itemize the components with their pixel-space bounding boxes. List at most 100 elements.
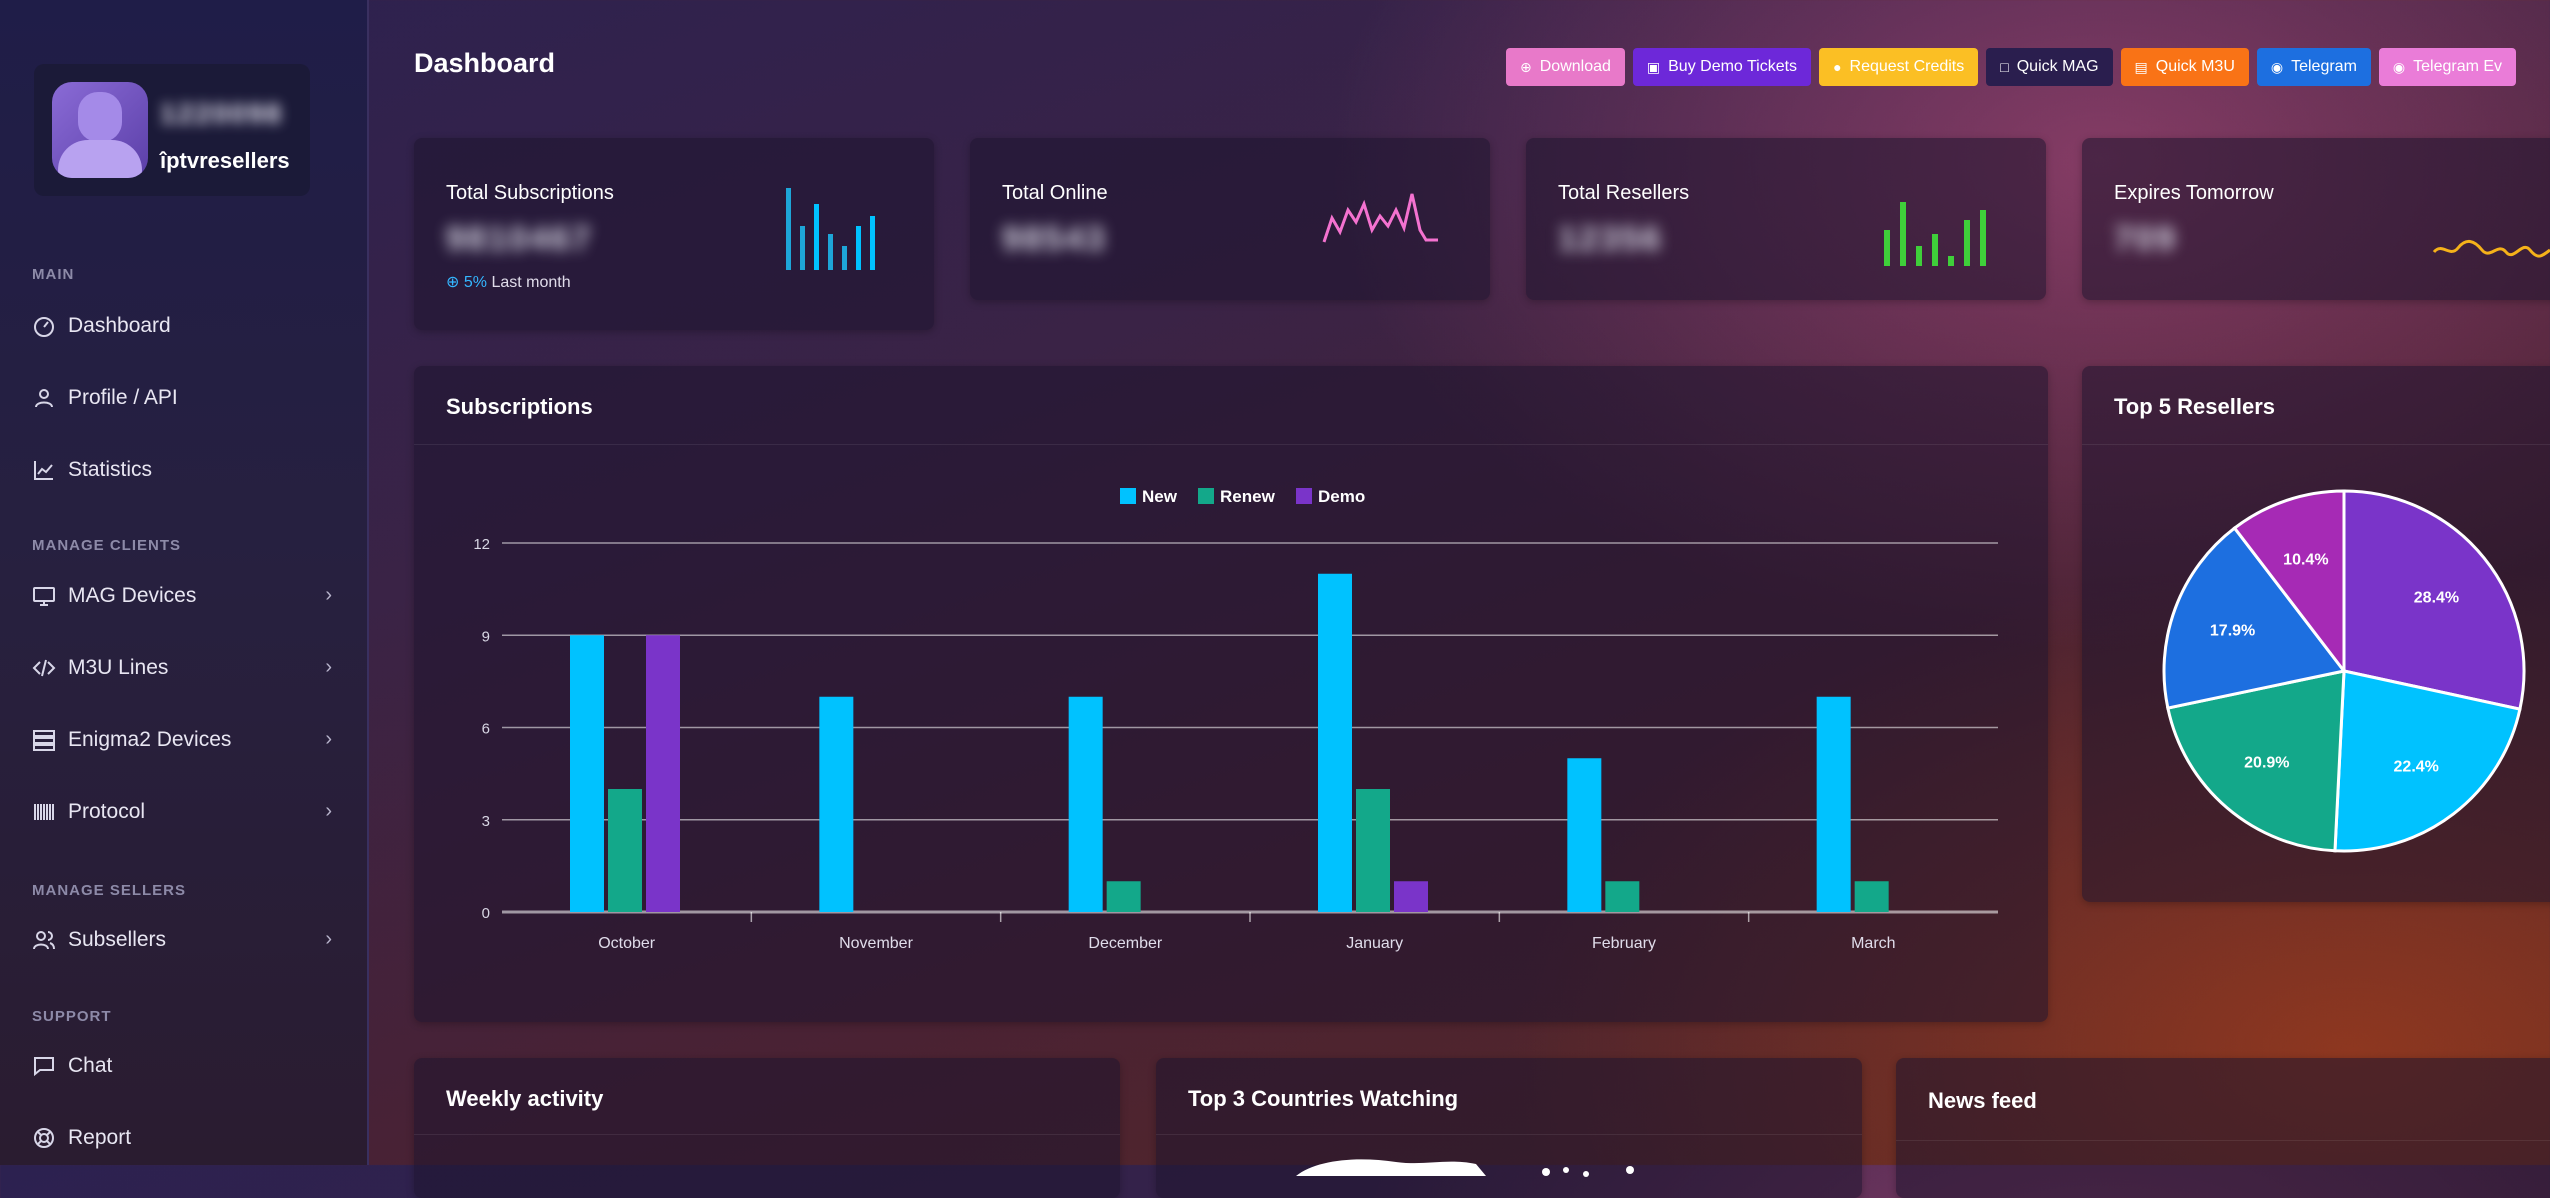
ticket-icon: ▣ [1646,58,1661,75]
chevron-right-icon: › [325,728,332,750]
coins-icon: ● [1833,59,1842,75]
sidebar-item-label: M3U Lines [68,656,169,679]
chart-line-icon [34,461,53,480]
sidebar-item-statistics[interactable]: Statistics [32,450,332,490]
spark-line [2432,240,2550,258]
divider [414,444,2048,445]
chevron-right-icon: › [325,656,332,678]
bar [819,696,854,912]
spark-bar [1948,256,1954,266]
chevron-right-icon: › [325,584,332,606]
x-tick-label: February [1592,935,1656,952]
stat-title: Total Resellers [1558,182,1690,204]
sidebar-item-m3u-lines[interactable]: M3U Lines › [32,648,332,688]
divider [414,1134,1120,1135]
subscriptions-card: Subscriptions 0 3 6 9 12 New Renew Demo October N… [414,366,2048,1022]
sidebar-item-report[interactable]: Report [32,1118,332,1158]
sidebar-item-enigma2-devices[interactable]: Enigma2 Devices › [32,720,332,760]
users-icon [33,931,55,950]
quick-m3u-button[interactable]: ▤ Quick M3U [2120,48,2249,86]
chevron-right-icon: › [325,800,332,822]
spark-bar [1900,202,1906,266]
quick-mag-button[interactable]: □ Quick MAG [1986,48,2113,86]
stat-value: 9810467 [446,220,593,258]
spark-bar [842,246,847,270]
section-main: MAIN [32,266,75,283]
pie-label: 22.4% [2394,758,2439,775]
stat-title: Total Subscriptions [446,182,614,204]
spark-bar [1932,234,1938,266]
spark-bar [856,226,861,270]
y-tick-label: 0 [482,905,490,922]
subscriptions-sparkline [786,188,875,270]
stat-value: 98543 [1002,220,1107,258]
top-resellers-card: Top 5 Resellers 28.4% 22.4% 20.9% 17.9% 10.4… [2082,366,2550,902]
x-tick-label: January [1346,935,1403,952]
section-manage-clients: MANAGE CLIENTS [32,537,181,554]
bar [646,635,680,912]
bar [608,789,642,912]
sidebar-item-label: Statistics [68,458,153,481]
bar [1356,789,1390,912]
spark-line [1322,193,1438,243]
spark-bar [1980,210,1986,266]
legend-label: Demo [1318,487,1365,506]
pie-slice [2333,669,2522,853]
tv-icon: □ [2000,59,2009,75]
telegram-events-button[interactable]: ◉ Telegram Ev [2378,48,2517,86]
weekly-activity-card: Weekly activity [414,1058,1120,1198]
sidebar-item-label: Dashboard [68,314,171,337]
card-title: News feed [1928,1088,2037,1113]
top-resellers-pie-chart: 28.4% 22.4% 20.9% 17.9% 10.4% [2162,489,2526,853]
stat-value: 12356 [1558,220,1663,258]
stat-change-label: Last month [491,274,571,291]
divider [1896,1140,2550,1141]
spark-bar [1916,246,1922,266]
sidebar-item-profile-api[interactable]: Profile / API [32,378,332,418]
card-title: Top 3 Countries Watching [1188,1086,1459,1111]
chevron-right-icon: › [325,928,332,950]
sidebar-item-mag-devices[interactable]: MAG Devices › [32,576,332,616]
card-title: Subscriptions [446,394,593,419]
sidebar-item-protocol[interactable]: Protocol › [32,792,332,832]
sidebar-item-label: Profile / API [68,386,178,409]
stat-card-total-resellers: Total Resellers 12356 [1526,138,2046,300]
bar [1318,573,1352,912]
request-credits-button[interactable]: ● Request Credits [1819,48,1979,86]
stat-card-expires-tomorrow: Expires Tomorrow 709 [2082,138,2550,300]
buy-demo-tickets-button[interactable]: ▣ Buy Demo Tickets [1632,48,1812,86]
sidebar-item-chat[interactable]: Chat [32,1046,332,1086]
telegram-icon: ◉ [2392,58,2406,75]
monitor-icon [33,587,55,606]
pie-label: 28.4% [2414,589,2459,606]
divider [2082,444,2550,445]
sidebar-item-label: Subsellers [68,928,167,951]
legend-label: New [1142,487,1178,506]
bar [1068,696,1103,912]
spark-bar [870,216,875,270]
section-support: SUPPORT [32,1008,112,1025]
sidebar-item-dashboard[interactable]: Dashboard [32,306,332,346]
bar [1567,758,1602,912]
pie-slice [2166,669,2346,853]
page-title: Dashboard [414,48,556,78]
section-manage-sellers: MANAGE SELLERS [32,882,187,899]
stat-change-pct: 5% [463,274,487,291]
lifebuoy-icon [34,1128,54,1148]
download-button[interactable]: ⊕ Download [1506,48,1625,86]
spark-bar [1964,220,1970,266]
arrow-up-circle-icon: ⊕ [446,274,464,291]
bar [570,635,604,912]
world-map-icon [1296,1159,1634,1177]
stat-card-total-online: Total Online 98543 [970,138,1490,300]
profile-name: îptvresellers [160,148,290,173]
pie-slice [2342,489,2526,711]
sidebar-item-subsellers[interactable]: Subsellers › [32,920,332,960]
spark-bar [800,226,805,270]
profile-card[interactable]: 1220098 îptvresellers [34,64,310,196]
sidebar-item-label: Chat [68,1054,113,1077]
bar [1394,881,1428,912]
telegram-button[interactable]: ◉ Telegram [2256,48,2371,86]
legend-swatch [1198,488,1214,504]
user-icon [35,389,53,408]
